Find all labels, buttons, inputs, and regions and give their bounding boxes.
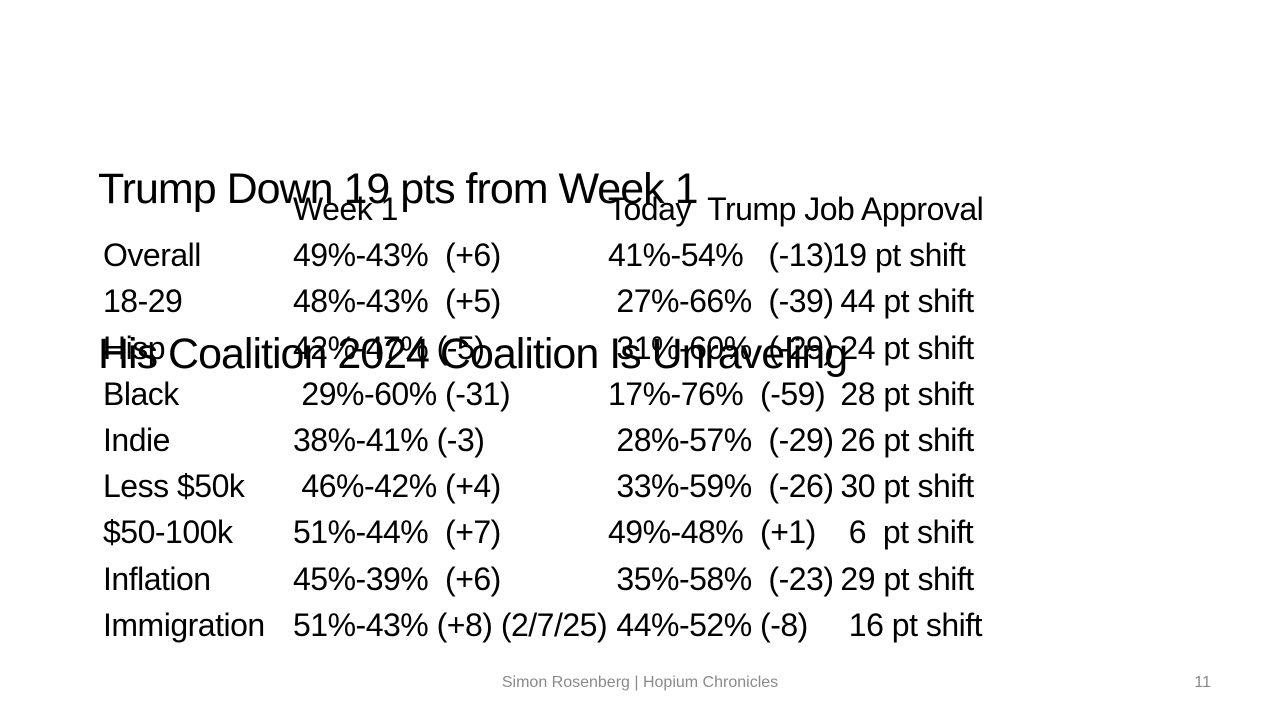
slide-title: Trump Down 19 pts from Week 1 His Coalit… (98, 52, 848, 492)
today-value: 27%-66% (-39) (608, 283, 834, 320)
shift-value: 24 pt shift (832, 329, 974, 366)
week1-value: 45%-39% (+6) (293, 560, 501, 597)
column-header-week1: Week 1 (293, 191, 398, 227)
table-row-less-50k: Less $50k 46%-42% (+4) 33%-59% (-26) 30 … (0, 463, 1280, 509)
week1-value: 51%-44% (+7) (293, 514, 501, 551)
week1-value: 42%-47% (-5) (293, 329, 485, 366)
week1-value: 46%-42% (+4) (293, 468, 501, 505)
shift-value: 30 pt shift (832, 468, 974, 505)
row-label: Less $50k (103, 468, 245, 505)
shift-value: 44 pt shift (832, 283, 974, 320)
shift-value: 29 pt shift (832, 560, 974, 597)
table-row-overall: Overall 49%-43% (+6) 41%-54% (-13) 19 pt… (0, 232, 1280, 278)
page-number: 11 (1194, 674, 1211, 691)
row-label: $50-100k (103, 514, 233, 551)
table-row-50-100k: $50-100k 51%-44% (+7) 49%-48% (+1) 6 pt … (0, 509, 1280, 555)
row-label: Black (103, 375, 179, 412)
shift-value: 16 pt shift (832, 606, 983, 643)
today-value: 49%-48% (+1) (608, 514, 816, 551)
table-row-inflation: Inflation 45%-39% (+6) 35%-58% (-23) 29 … (0, 556, 1280, 602)
row-label: 18-29 (103, 283, 183, 320)
week1-value: 29%-60% (-31) (293, 375, 511, 412)
today-value: 44%-52% (-8) (608, 606, 808, 643)
shift-value: 28 pt shift (832, 375, 974, 412)
today-value: 41%-54% (-13) (608, 237, 834, 274)
week1-value: 38%-41% (-3) (293, 421, 485, 458)
shift-value: 19 pt shift (832, 237, 966, 274)
week1-value: 49%-43% (+6) (293, 237, 501, 274)
today-value: 28%-57% (-29) (608, 421, 834, 458)
row-label: Overall (103, 237, 201, 274)
table-row-18-29: 18-29 48%-43% (+5) 27%-66% (-39) 44 pt s… (0, 278, 1280, 324)
row-label: Immigration (103, 606, 265, 643)
footer-credit: Simon Rosenberg | Hopium Chronicles (501, 674, 779, 691)
table-row-indie: Indie 38%-41% (-3) 28%-57% (-29) 26 pt s… (0, 417, 1280, 463)
row-label: Inflation (103, 560, 211, 597)
title-line-1: Trump Down 19 pts from Week 1 (98, 165, 699, 213)
table-header-row: Week 1 Today Trump Job Approval (0, 186, 1280, 232)
today-value: 35%-58% (-23) (608, 560, 834, 597)
table-row-hisp: Hisp 42%-47% (-5) 31%-60% (-29) 24 pt sh… (0, 325, 1280, 371)
shift-value: 26 pt shift (832, 421, 974, 458)
today-value: 33%-59% (-26) (608, 468, 834, 505)
column-header-today: Today Trump Job Approval (608, 191, 984, 227)
title-line-2: His Coalition 2024 Coalition Is Unraveli… (98, 330, 848, 378)
table-row-black: Black 29%-60% (-31) 17%-76% (-59) 28 pt … (0, 371, 1280, 417)
approval-table: Week 1 Today Trump Job Approval Overall … (0, 186, 1280, 648)
row-label: Indie (103, 421, 170, 458)
shift-value: 6 pt shift (832, 514, 974, 551)
week1-value: 48%-43% (+5) (293, 283, 501, 320)
today-value: 17%-76% (-59) (608, 375, 826, 412)
row-label: Hisp (103, 329, 166, 366)
table-row-immigration: Immigration 51%-43% (+8) (2/7/25) 44%-52… (0, 602, 1280, 648)
today-value: 31%-60% (-29) (608, 329, 834, 366)
week1-value: 51%-43% (+8) (2/7/25) (293, 606, 608, 643)
